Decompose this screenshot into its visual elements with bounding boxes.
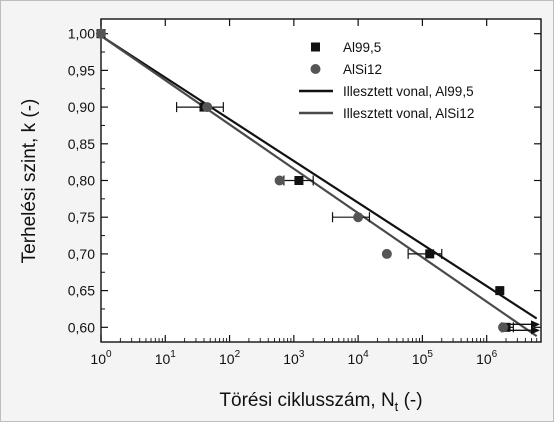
point-alsi12 [353, 212, 364, 223]
point-al995 [294, 176, 304, 185]
y-axis-label: Terhelési szint, k (-) [19, 99, 40, 264]
x-tick-label: 106 [476, 349, 498, 367]
x-tick-exponent: 1 [170, 349, 176, 360]
x-tick-exponent: 3 [299, 349, 305, 360]
point-alsi12 [381, 248, 392, 259]
legend-label: AlSi12 [343, 62, 382, 77]
x-tick-base: 10 [476, 351, 492, 367]
y-tick-label: 0,65 [68, 283, 95, 299]
y-tick-label: 0,70 [68, 246, 95, 262]
x-tick-base: 10 [155, 351, 171, 367]
y-tick-label: 0,60 [68, 319, 95, 335]
x-tick-exponent: 0 [106, 349, 112, 360]
point-alsi12 [96, 28, 106, 39]
y-tick-label: 0,85 [68, 136, 95, 152]
fit-line [100, 34, 538, 338]
x-tick-label: 105 [412, 349, 434, 367]
x-axis-label-unit: (-) [398, 390, 422, 411]
x-tick-base: 10 [219, 351, 235, 367]
x-tick-label: 101 [155, 349, 177, 367]
x-tick-label: 102 [219, 349, 241, 367]
legend-label: Illesztett vonal, Al99,5 [343, 84, 474, 99]
x-axis-ticks: 100 101 102 103 104 105 106 [90, 19, 542, 367]
x-tick-exponent: 5 [427, 349, 433, 360]
legend: Al99,5 AlSi12 Illesztett vonal, Al99,5 Ille… [299, 40, 474, 121]
point-al995 [425, 249, 435, 259]
y-tick-label: 0,80 [68, 173, 95, 189]
runout-arrowhead [531, 326, 540, 335]
y-axis-ticks: 0,60 0,65 0,70 0,75 0,80 0,85 0,90 0,95 1,00 [68, 26, 541, 335]
x-tick-base: 10 [348, 351, 364, 367]
y-tick-label: 0,95 [68, 62, 95, 78]
fit-lines [100, 34, 538, 338]
x-tick-exponent: 4 [363, 349, 369, 360]
y-tick-label: 0,75 [68, 209, 95, 225]
x-tick-label: 104 [348, 349, 370, 367]
fit-line [100, 34, 538, 320]
runout-arrowhead [531, 320, 540, 329]
x-tick-base: 10 [283, 351, 299, 367]
x-tick-base: 10 [412, 351, 428, 367]
legend-marker-circle [310, 64, 321, 74]
y-tick-label: 0,90 [68, 99, 95, 115]
x-tick-label: 103 [283, 349, 305, 367]
point-alsi12 [274, 175, 285, 186]
point-alsi12 [202, 102, 213, 113]
point-al995 [495, 286, 505, 296]
x-axis-label: Törési ciklusszám, Nt (-) [219, 390, 422, 414]
y-tick-label: 1,00 [68, 26, 95, 42]
legend-label: Al99,5 [343, 40, 381, 55]
x-tick-label: 100 [90, 349, 112, 367]
legend-marker-square [311, 42, 320, 52]
x-tick-base: 10 [90, 351, 106, 367]
x-tick-exponent: 6 [492, 349, 498, 360]
point-alsi12 [498, 322, 509, 333]
x-axis-label-subscript: t [395, 399, 399, 414]
x-axis-label-main: Törési ciklusszám, N [219, 390, 394, 411]
x-tick-exponent: 2 [235, 349, 241, 360]
legend-label: Illesztett vonal, AlSi12 [343, 106, 474, 121]
data-points [96, 28, 540, 335]
